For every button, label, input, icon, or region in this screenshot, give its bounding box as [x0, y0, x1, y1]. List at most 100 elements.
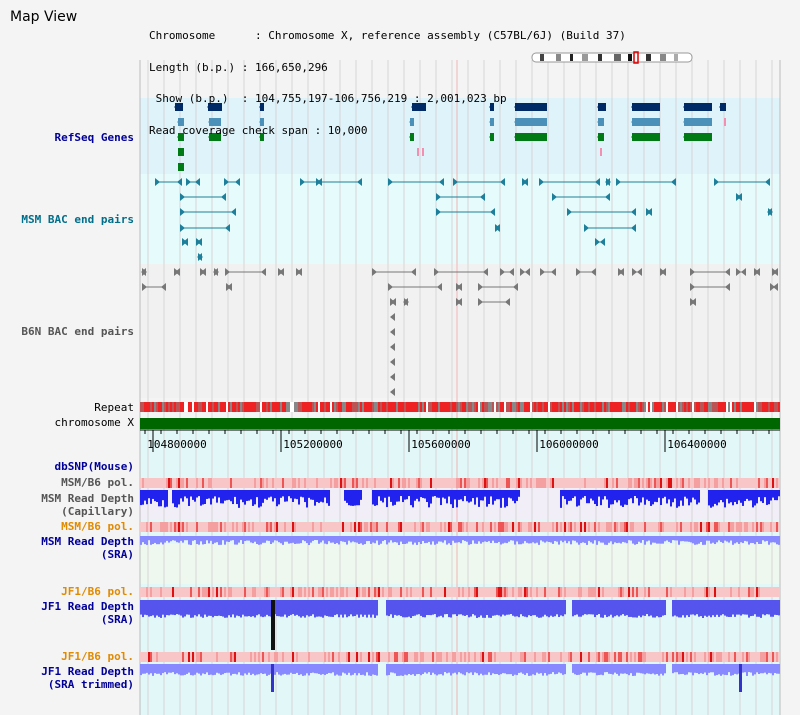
- jf1-trimmed-depth-bar: [370, 664, 372, 676]
- jf1-pol-mark: [154, 587, 156, 597]
- jf1-sra-depth-bar: [742, 600, 744, 615]
- msm-capillary-depth-bar: [354, 490, 356, 506]
- msm-capillary-depth-bar: [646, 490, 648, 500]
- jf1-pol-mark: [232, 652, 234, 662]
- jf1-sra-depth-bar: [252, 600, 254, 617]
- repeat-element: [632, 402, 634, 412]
- jf1-sra-depth-bar: [730, 600, 732, 617]
- msm-sra-depth-bar: [468, 536, 470, 545]
- jf1-pol-mark: [152, 652, 154, 662]
- msm-sra-depth-bar: [346, 536, 348, 545]
- track-label-msm-depth-capillary[interactable]: MSM Read Depth: [41, 492, 134, 505]
- repeat-element: [508, 402, 510, 412]
- jf1-trimmed-depth-bar: [240, 664, 242, 676]
- jf1-sra-depth-bar: [302, 600, 304, 617]
- msm-pol-mark: [636, 478, 638, 488]
- jf1-sra-depth-bar: [210, 600, 212, 616]
- msm-pol-mark: [192, 522, 194, 532]
- jf1-pol-mark: [218, 652, 220, 662]
- jf1-pol-mark: [296, 652, 298, 662]
- msm-sra-depth-bar: [670, 536, 672, 543]
- track-label-jf1-depth[interactable]: JF1 Read Depth: [41, 600, 134, 613]
- jf1-trimmed-depth-bar: [672, 664, 674, 674]
- repeat-element: [710, 402, 712, 412]
- msm-pol-mark: [222, 522, 224, 532]
- jf1-pol-mark: [380, 652, 382, 662]
- msm-pol-mark: [158, 478, 160, 488]
- repeat-element: [184, 402, 186, 412]
- jf1-pol-mark: [390, 587, 392, 597]
- msm-pol-mark: [270, 478, 272, 488]
- msm-sra-depth-bar: [366, 536, 368, 542]
- jf1-pol-mark: [320, 652, 322, 662]
- repeat-element: [440, 402, 442, 412]
- jf1-pol-mark: [276, 652, 278, 662]
- msm-sra-depth-bar: [600, 536, 602, 543]
- refseq-gene-strand: [631, 118, 636, 126]
- msm-pol-mark: [760, 478, 762, 488]
- msm-capillary-depth-bar: [164, 490, 166, 508]
- msm-pol-mark: [644, 522, 646, 532]
- msm-sra-depth-bar: [770, 536, 772, 543]
- jf1-sra-depth-bar: [158, 600, 160, 617]
- jf1-sra-depth-bar: [676, 600, 678, 617]
- jf1-trimmed-depth-bar: [746, 664, 748, 676]
- msm-sra-depth-bar: [150, 536, 152, 545]
- jf1-pol-mark: [152, 587, 154, 597]
- jf1-pol-mark: [482, 587, 484, 597]
- b6n-bac-end: [390, 373, 395, 381]
- jf1-sra-depth-bar: [500, 600, 502, 617]
- jf1-pol-mark: [334, 652, 336, 662]
- msm-pol-mark: [710, 478, 712, 488]
- repeat-element: [188, 402, 190, 412]
- jf1-pol-mark: [290, 587, 292, 597]
- msm-pol-mark: [328, 522, 330, 532]
- msm-sra-depth-bar: [752, 536, 754, 543]
- msm-pol-mark: [654, 478, 656, 488]
- msm-pol-mark: [682, 478, 684, 488]
- jf1-pol-mark: [332, 652, 334, 662]
- jf1-sra-depth-bar: [484, 600, 486, 618]
- msm-sra-depth-bar: [352, 536, 354, 542]
- repeat-element: [396, 402, 398, 412]
- jf1-sra-depth-bar: [774, 600, 776, 615]
- jf1-pol-mark: [592, 587, 594, 597]
- jf1-pol-mark: [598, 652, 600, 662]
- track-label-jf1-pol-2[interactable]: JF1/B6 pol.: [61, 650, 134, 663]
- track-label-msm-pol-1[interactable]: MSM/B6 pol.: [61, 476, 134, 489]
- jf1-pol-mark: [668, 652, 670, 662]
- jf1-pol-mark: [422, 587, 424, 597]
- track-label-b6n-bac[interactable]: B6N BAC end pairs: [21, 325, 134, 338]
- jf1-pol-mark: [246, 652, 248, 662]
- jf1-trimmed-depth-bar: [258, 664, 260, 675]
- msm-pol-mark: [730, 478, 732, 488]
- jf1-sra-depth-bar: [696, 600, 698, 615]
- track-label-repeat[interactable]: Repeat: [94, 401, 134, 414]
- jf1-pol-mark: [642, 587, 644, 597]
- repeat-element: [460, 402, 462, 412]
- jf1-pol-mark: [204, 587, 206, 597]
- jf1-pol-mark: [148, 587, 150, 597]
- jf1-sra-depth-bar: [474, 600, 476, 616]
- track-label-jf1-pol-1[interactable]: JF1/B6 pol.: [61, 585, 134, 598]
- jf1-trimmed-depth-bar: [608, 664, 610, 674]
- jf1-pol-mark: [598, 587, 600, 597]
- msm-pol-mark: [502, 522, 504, 532]
- jf1-pol-mark: [324, 652, 326, 662]
- track-label-msm-depth-sra[interactable]: MSM Read Depth: [41, 535, 134, 548]
- jf1-pol-mark: [548, 652, 550, 662]
- jf1-trimmed-depth-bar: [328, 664, 330, 673]
- jf1-sra-depth-bar: [590, 600, 592, 615]
- track-label-refseq[interactable]: RefSeq Genes: [54, 131, 134, 144]
- msm-sra-depth-bar: [730, 536, 732, 541]
- track-label-msm-pol-2[interactable]: MSM/B6 pol.: [61, 520, 134, 533]
- track-label-dbsnp[interactable]: dbSNP(Mouse): [54, 460, 134, 473]
- jf1-sra-depth-bar: [406, 600, 408, 618]
- jf1-pol-mark: [600, 652, 602, 662]
- track-label-jf1-depth-trimmed[interactable]: JF1 Read Depth: [41, 665, 134, 678]
- jf1-pol-mark: [596, 587, 598, 597]
- repeat-element: [282, 402, 284, 412]
- jf1-pol-mark: [222, 587, 224, 597]
- track-label-msm-bac[interactable]: MSM BAC end pairs: [21, 213, 134, 226]
